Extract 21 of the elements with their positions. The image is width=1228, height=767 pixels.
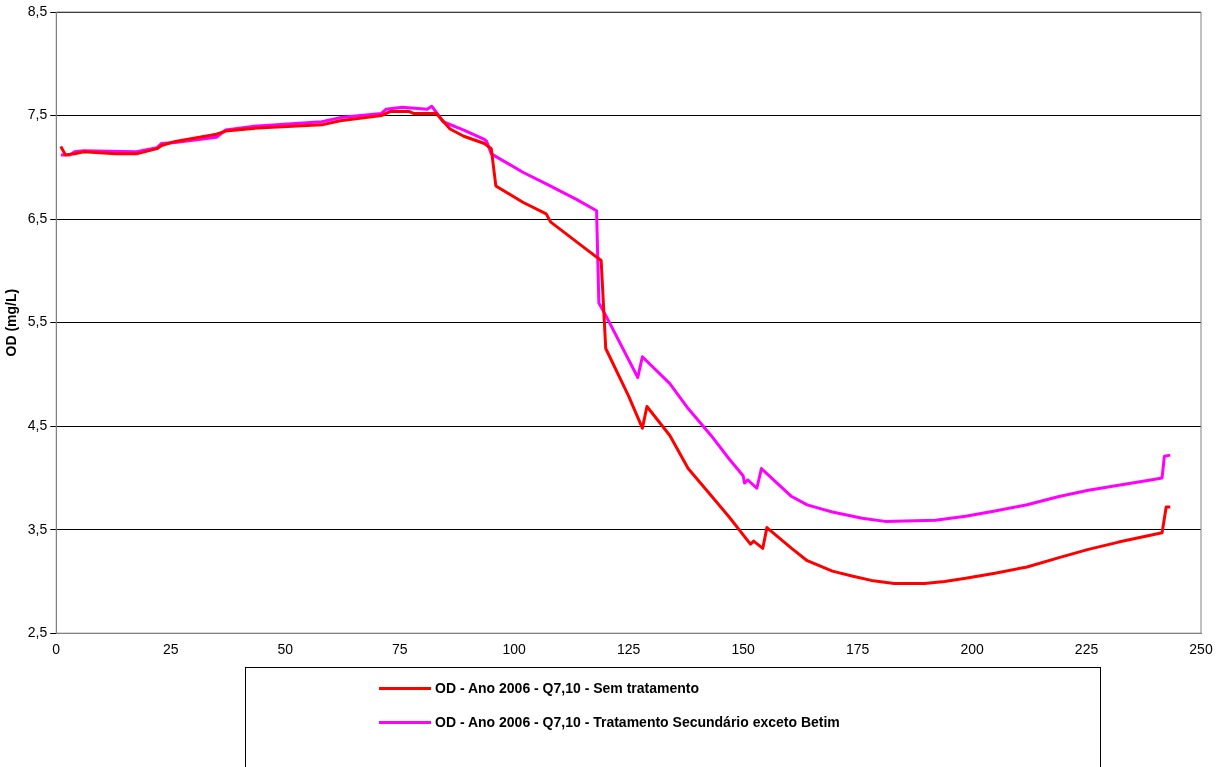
y-axis-title: OD (mg/L) [3,288,20,357]
y-tick-label: 3,5 [27,520,48,537]
x-tick-label: 225 [1074,641,1099,658]
y-tick-label: 8,5 [27,2,48,19]
legend-label: OD - Ano 2006 - Q7,10 - Sem tratamento [435,680,699,696]
y-tick-label: 2,5 [27,624,48,641]
x-tick-label: 100 [502,641,527,658]
x-tick-label: 200 [960,641,984,658]
x-tick-label: 175 [845,641,870,658]
x-tick-label: 25 [162,641,179,658]
y-tick-label: 7,5 [27,106,48,123]
x-tick-label: 50 [277,641,294,658]
y-tick-label: 6,5 [27,209,48,226]
y-tick-label: 4,5 [27,416,48,433]
x-tick-label: 150 [731,641,755,658]
x-tick-label: 125 [616,641,641,658]
x-tick-label: 0 [52,641,61,658]
y-tick-label: 5,5 [27,313,48,330]
x-tick-label: 75 [391,641,408,658]
legend-label: OD - Ano 2006 - Q7,10 - Tratamento Secundário exceto Betim [435,714,840,730]
x-tick-label: 250 [1189,641,1213,658]
